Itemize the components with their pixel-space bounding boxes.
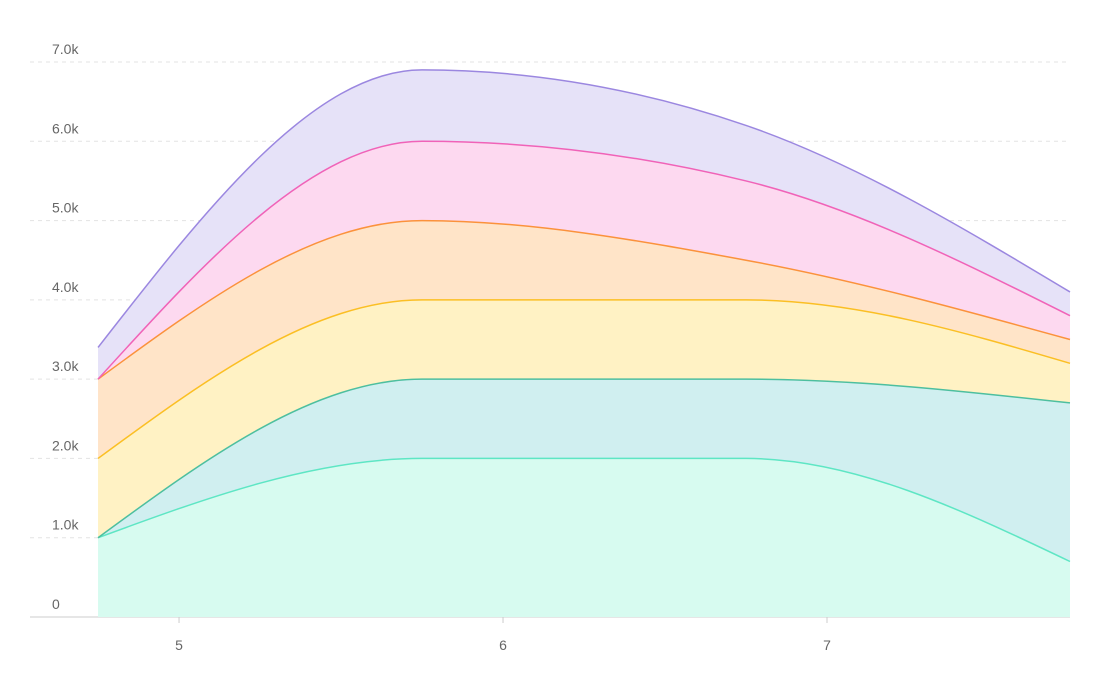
x-tick-label: 6 (499, 637, 507, 653)
y-tick-label: 3.0k (52, 358, 79, 374)
line (97, 457, 1071, 563)
x-tick-label: 7 (823, 637, 831, 653)
area (98, 458, 1071, 617)
line (97, 140, 1071, 380)
area (98, 141, 1071, 380)
y-tick-label: 6.0k (52, 120, 79, 136)
y-tick-label: 5.0k (52, 200, 79, 216)
area (98, 220, 1071, 459)
y-tick-label: 4.0k (52, 279, 79, 295)
area (98, 379, 1071, 562)
area (98, 299, 1071, 538)
x-tick-label: 5 (175, 637, 183, 653)
y-tick-label: 7.0k (52, 41, 79, 57)
line (97, 299, 1071, 460)
line (97, 219, 1071, 380)
area (98, 69, 1071, 380)
y-tick-label: 0 (52, 596, 60, 612)
y-tick-label: 1.0k (52, 517, 79, 533)
line (97, 69, 1071, 348)
line (97, 378, 1071, 539)
y-tick-label: 2.0k (52, 437, 79, 453)
